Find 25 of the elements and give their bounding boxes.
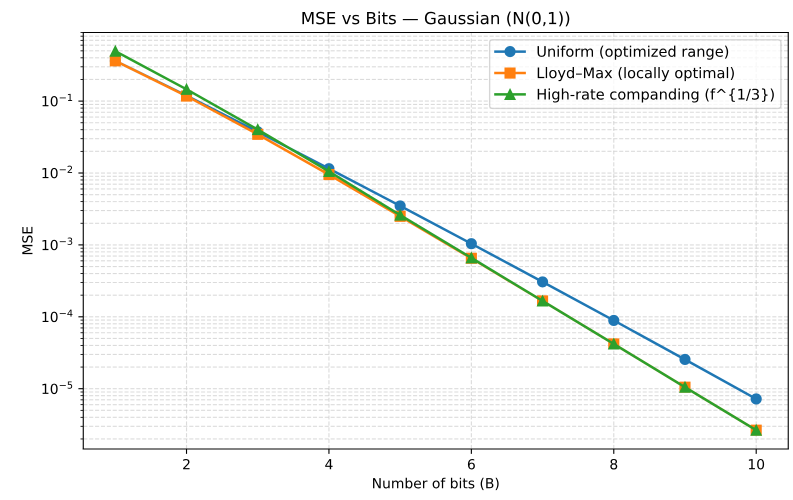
point <box>750 393 762 405</box>
point <box>537 276 548 288</box>
legend-label: Uniform (optimized range) <box>538 46 728 60</box>
x-tick-label: 6 <box>468 458 475 470</box>
y-axis-title: MSE <box>22 226 33 254</box>
y-tick-label: 10$^{−5}$ <box>42 381 72 394</box>
chart-title: MSE vs Bits — Gaussian (N(0,1)) <box>302 12 570 26</box>
point <box>323 166 334 178</box>
x-tick-label: 10 <box>748 458 764 470</box>
y-tick-label: 10$^{−2}$ <box>42 166 72 178</box>
point <box>110 46 121 57</box>
point <box>180 84 192 95</box>
x-axis-title: Number of bits (B) <box>373 478 499 490</box>
point <box>608 314 620 326</box>
x-tick-label: 4 <box>325 459 333 470</box>
legend-label: High-rate companding (f^{1/3}) <box>538 88 774 103</box>
x-tick-label: 2 <box>183 458 190 470</box>
y-tick-label: 10$^{−1}$ <box>42 94 72 106</box>
point <box>679 354 691 366</box>
legend-label: Lloyd–Max (locally optimal) <box>538 67 734 82</box>
y-tick-label: 10$^{−4}$ <box>42 310 72 322</box>
y-tick-label: 10$^{−3}$ <box>42 238 72 250</box>
point <box>394 200 406 212</box>
point <box>466 238 477 250</box>
x-tick-label: 8 <box>610 458 618 470</box>
